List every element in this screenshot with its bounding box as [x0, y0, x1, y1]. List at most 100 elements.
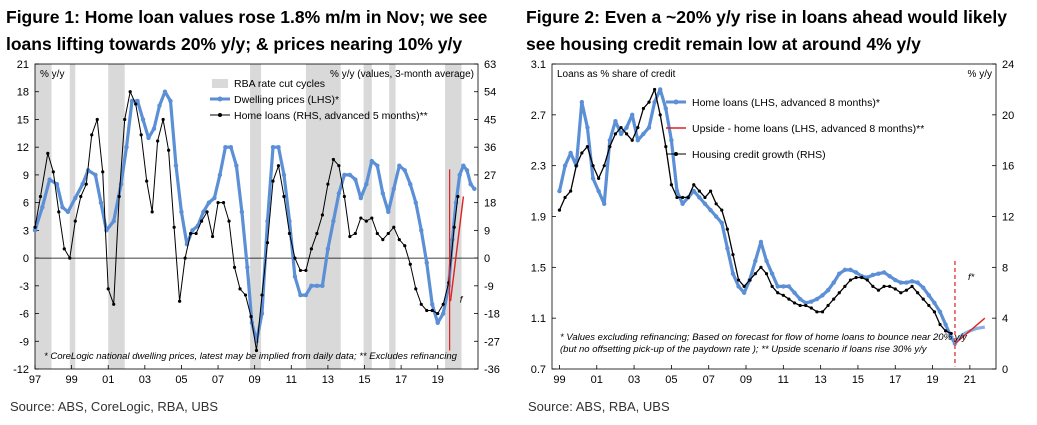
chart1-home-loans-point: [403, 244, 407, 248]
chart1-home-loans-point: [326, 182, 330, 186]
chart1-footnote: * CoreLogic national dwelling prices, la…: [44, 351, 458, 362]
chart1-dwelling-prices-point: [424, 260, 429, 265]
chart2-x-tick-label: 11: [778, 374, 789, 386]
chart1-rate-cut-band-7: [389, 64, 396, 369]
chart1-home-loans-point: [194, 231, 198, 236]
chart1-home-loans-point: [227, 219, 231, 223]
chart1-home-loans-point: [205, 210, 209, 214]
chart2-housing-credit-point: [865, 278, 869, 282]
chart1-home-loans-point: [188, 231, 193, 236]
chart1-dwelling-prices-point: [325, 246, 331, 252]
chart1-home-loans-point: [62, 247, 66, 251]
chart2-housing-credit-point: [625, 132, 629, 136]
chart1-right-axis-label: % y/y (values, 3-month average): [330, 69, 474, 80]
chart2-x-tick-label: 01: [591, 374, 603, 386]
chart1-dwelling-prices-point: [435, 320, 440, 325]
chart1-dwelling-prices-point: [303, 292, 309, 298]
chart2-x-tick-label: 03: [628, 374, 640, 386]
chart2-legend-credit: Housing credit growth (RHS): [692, 149, 826, 161]
chart1-home-loans-point: [221, 201, 226, 205]
chart1-home-loans-point: [304, 268, 308, 273]
chart1-x-tick-label: 19: [432, 374, 444, 386]
chart2-home-loans-point: [630, 112, 635, 118]
chart1-dwelling-prices-point: [179, 209, 184, 215]
chart1-home-loans-point: [456, 194, 460, 199]
chart2-home-loans-point: [736, 284, 741, 289]
chart2-housing-credit-point: [832, 297, 836, 301]
chart2-home-loans-point: [921, 285, 926, 290]
chart2-x-tick-label: 21: [964, 374, 976, 386]
chart1-home-loans-point: [375, 231, 379, 236]
chart2-home-loans-point: [658, 87, 663, 92]
chart1-home-loans-point: [178, 299, 182, 303]
chart1-home-loans-point: [199, 219, 204, 223]
chart1-home-loans-point: [57, 210, 61, 214]
chart1-dwelling-prices-point: [380, 191, 386, 196]
chart1-home-loans-point: [139, 133, 143, 137]
chart2-home-loans-point: [618, 131, 624, 137]
chart2-x-tick-label: 07: [703, 374, 715, 386]
chart2-footnote-line-2: (but no offsetting pick-up of the paydow…: [560, 344, 928, 355]
chart2-home-loans-point: [915, 280, 920, 285]
chart1-dwelling-prices-point: [320, 283, 325, 289]
chart2-home-loans-point: [842, 267, 848, 273]
chart2-housing-credit-point: [843, 284, 847, 288]
chart2-home-loans-point: [596, 188, 601, 194]
chart1-home-loans-point: [265, 241, 270, 245]
chart1-rate-cut-band-2: [69, 64, 76, 369]
chart2-home-loans-point: [669, 138, 674, 143]
chart2-x-tick-label: 13: [815, 374, 827, 386]
chart1-home-loans-point: [73, 219, 77, 223]
chart2-housing-credit-point: [636, 125, 640, 130]
chart1-home-loans-point: [79, 194, 83, 199]
chart1-legend-marker-loans: [218, 113, 222, 117]
chart1-home-loans-point: [260, 293, 264, 297]
chart2-home-loans-point: [848, 267, 853, 273]
chart2-housing-credit-point: [837, 291, 841, 295]
chart2-home-loans-point: [876, 271, 881, 276]
chart2-housing-credit-point: [944, 329, 948, 333]
chart2-left-tick-label: 0.7: [531, 364, 546, 376]
chart2-right-axis-label: % y/y: [968, 69, 992, 80]
chart1-dwelling-prices-point: [364, 181, 369, 187]
chart2-right-tick-label: 8: [1002, 262, 1008, 274]
chart2-home-loans-point: [753, 258, 758, 264]
chart2-home-loans-point: [562, 163, 568, 168]
chart2-housing-credit-point: [921, 297, 925, 301]
chart2-housing-credit-point: [714, 202, 718, 206]
chart2-home-loans-point: [719, 220, 724, 226]
chart1-home-loans-point: [287, 231, 292, 236]
chart2-housing-credit-point: [585, 145, 590, 149]
chart1-dwelling-prices-point: [402, 168, 407, 173]
chart2-housing-credit-point: [820, 310, 825, 314]
chart2-left-tick-label: 1.5: [531, 262, 546, 274]
chart1-right-tick-label: 36: [484, 142, 496, 154]
chart1-home-loans-point: [282, 194, 286, 199]
chart2-x-tick-label: 15: [852, 374, 864, 386]
chart2-forecast-annotation: f*: [968, 272, 975, 283]
chart1-dwelling-prices-point: [245, 265, 250, 270]
chart1-dwelling-prices-point: [206, 200, 212, 205]
chart2-home-loans-point: [652, 99, 657, 105]
chart1-home-loans-point: [337, 164, 341, 168]
chart1-home-loans-point: [452, 225, 456, 229]
chart2-housing-credit-point: [664, 145, 668, 149]
chart1-right-tick-label: 0: [484, 253, 490, 265]
chart2-home-loans-point: [792, 290, 797, 295]
chart1-home-loans-point: [430, 308, 434, 313]
chart1-home-loans-point: [210, 234, 215, 239]
chart2-right-tick-label: 0: [1002, 364, 1008, 376]
chart1-dwelling-prices-point: [146, 135, 151, 141]
chart1-dwelling-prices-point: [358, 195, 364, 201]
chart2-left-tick-label: 1.9: [531, 212, 546, 224]
chart2-home-loans-point: [831, 280, 836, 285]
chart1-x-tick-label: 15: [358, 374, 370, 386]
chart2-housing-credit-point: [748, 278, 752, 282]
chart1-dwelling-prices-point: [111, 218, 116, 224]
chart2-housing-credit-point: [686, 195, 690, 200]
chart1-home-loans-point: [271, 179, 275, 183]
chart1-dwelling-prices-point: [472, 186, 477, 191]
chart2-home-loans-point: [943, 322, 948, 327]
chart1-dwelling-prices-point: [287, 218, 292, 224]
chart1-dwelling-prices-point: [80, 181, 85, 187]
